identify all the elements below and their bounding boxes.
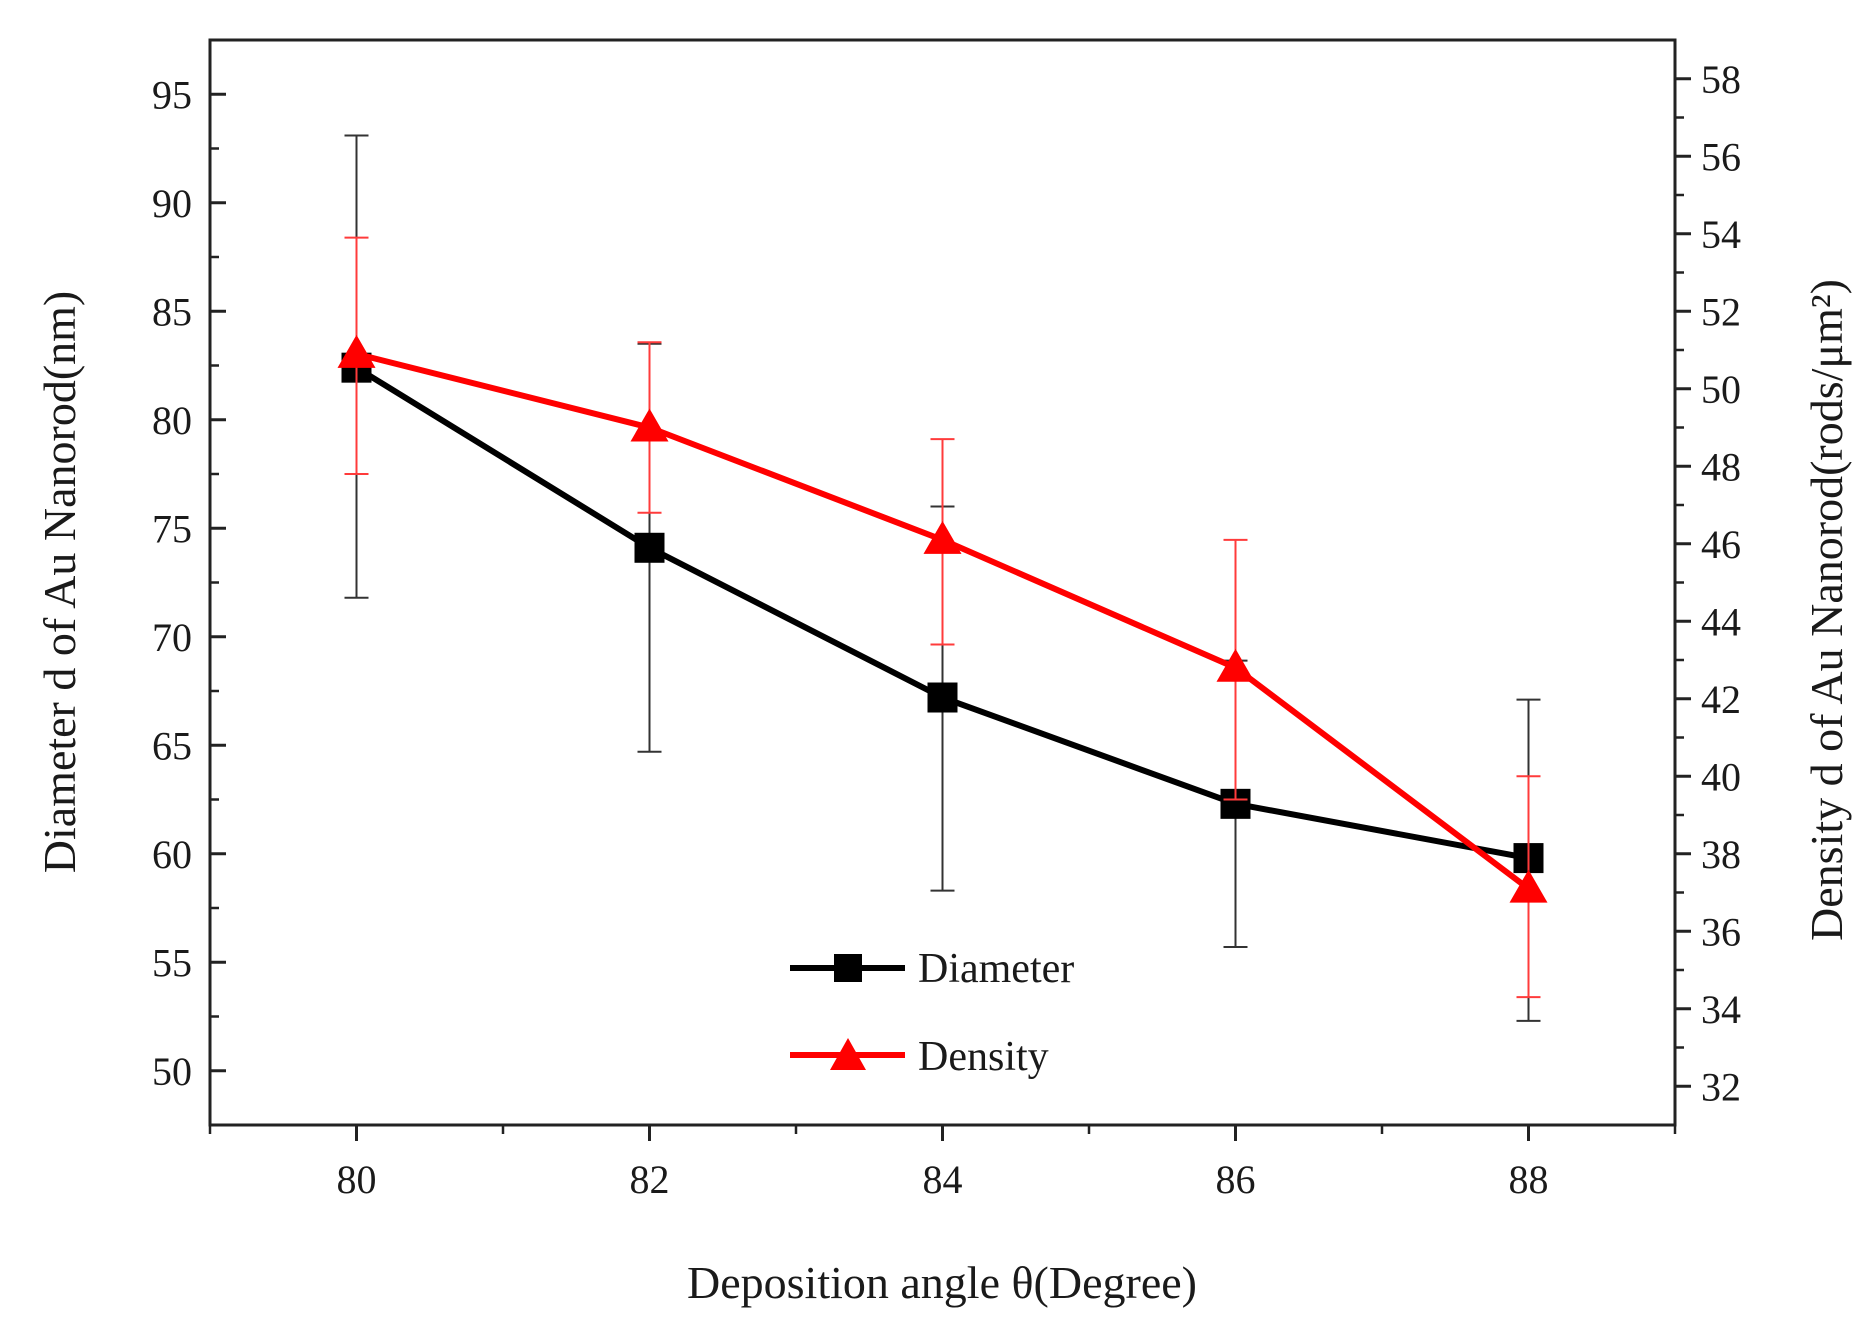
legend-marker-density (830, 1038, 866, 1070)
left-tick-label: 65 (152, 723, 192, 768)
left-tick-label: 75 (152, 506, 192, 551)
density-point (1216, 648, 1255, 682)
left-tick-label: 70 (152, 615, 192, 660)
right-tick-label: 32 (1701, 1064, 1741, 1109)
x-tick-label: 84 (923, 1157, 963, 1202)
right-tick-label: 50 (1701, 367, 1741, 412)
right-tick-label: 54 (1701, 212, 1741, 257)
right-tick-label: 44 (1701, 599, 1741, 644)
x-axis-title: Deposition angle θ(Degree) (687, 1257, 1197, 1308)
legend-marker-diameter (834, 954, 862, 982)
density-point (923, 520, 962, 554)
legend: Diameter Density (790, 946, 1074, 1080)
right-tick-label: 48 (1701, 444, 1741, 489)
right-tick-label: 56 (1701, 134, 1741, 179)
left-tick-label: 95 (152, 72, 192, 117)
left-tick-label: 90 (152, 181, 192, 226)
x-tick-label: 82 (630, 1157, 670, 1202)
right-tick-label: 40 (1701, 754, 1741, 799)
right-tick-label: 52 (1701, 289, 1741, 334)
x-axis: 80 82 84 86 88 (208, 1125, 1677, 1202)
right-axis-title: Density d of Au Nanorod(rods/μm²) (1801, 279, 1852, 941)
left-tick-label: 60 (152, 832, 192, 877)
right-tick-label: 58 (1701, 57, 1741, 102)
density-point (630, 408, 669, 442)
legend-label-density: Density (918, 1034, 1049, 1080)
left-axis: 50 55 60 65 70 75 80 85 90 95 (152, 72, 226, 1094)
left-tick-label: 85 (152, 289, 192, 334)
density-point (337, 334, 376, 368)
right-tick-label: 42 (1701, 677, 1741, 722)
x-tick-label: 88 (1509, 1157, 1549, 1202)
left-tick-label: 50 (152, 1049, 192, 1094)
series-layer (337, 134, 1548, 1022)
x-tick-label: 86 (1216, 1157, 1256, 1202)
diameter-point (927, 682, 958, 713)
legend-label-diameter: Diameter (918, 946, 1074, 992)
left-tick-label: 80 (152, 398, 192, 443)
x-tick-label: 80 (337, 1157, 377, 1202)
left-axis-title: Diameter d of Au Nanorod(nm) (34, 291, 85, 874)
left-tick-label: 55 (152, 940, 192, 985)
diameter-point (634, 532, 665, 563)
density-point (1509, 869, 1548, 903)
right-tick-label: 46 (1701, 522, 1741, 567)
right-axis: 32 34 36 38 40 42 44 46 48 50 52 54 56 58 (1675, 57, 1741, 1109)
right-tick-label: 34 (1701, 987, 1741, 1032)
right-tick-label: 36 (1701, 909, 1741, 954)
right-tick-label: 38 (1701, 832, 1741, 877)
